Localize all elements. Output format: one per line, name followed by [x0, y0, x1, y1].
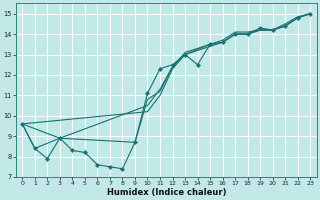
X-axis label: Humidex (Indice chaleur): Humidex (Indice chaleur): [107, 188, 226, 197]
